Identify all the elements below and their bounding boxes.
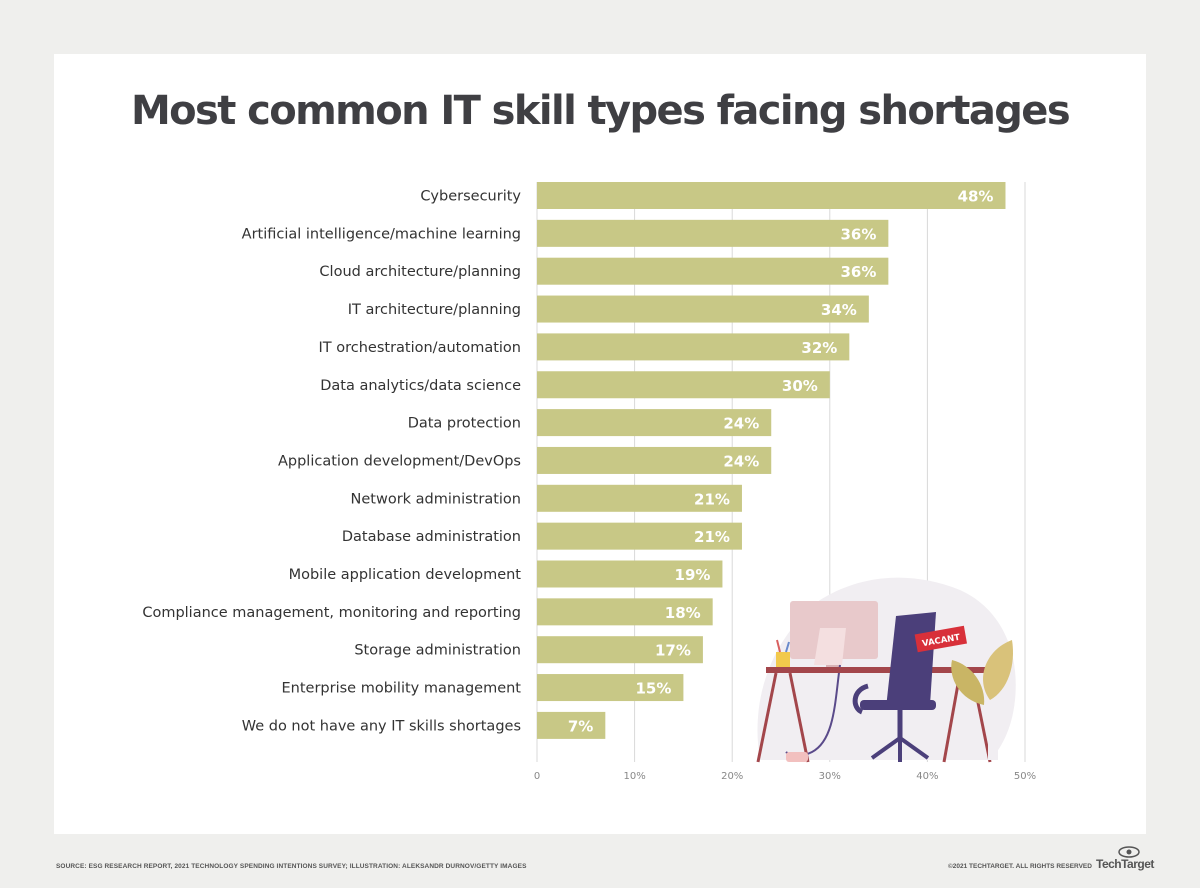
category-label: IT orchestration/automation bbox=[318, 340, 521, 356]
category-label: Application development/DevOps bbox=[278, 453, 521, 469]
bar bbox=[537, 182, 1006, 209]
laptop-icon bbox=[814, 628, 846, 665]
bars bbox=[537, 182, 1006, 739]
value-label: 17% bbox=[655, 642, 691, 660]
x-tick-label: 10% bbox=[623, 771, 645, 782]
category-label: Enterprise mobility management bbox=[282, 681, 522, 697]
copyright-note: ©2021 TECHTARGET. ALL RIGHTS RESERVED bbox=[948, 863, 1092, 870]
category-label: Compliance management, monitoring and re… bbox=[142, 605, 521, 621]
bar bbox=[537, 257, 889, 285]
bar bbox=[537, 711, 606, 739]
category-label: Artificial intelligence/machine learning bbox=[242, 226, 521, 242]
value-label: 30% bbox=[782, 377, 818, 395]
category-label: We do not have any IT skills shortages bbox=[242, 718, 521, 734]
wastebasket-icon bbox=[786, 752, 808, 762]
value-label: 18% bbox=[665, 604, 701, 622]
value-label: 21% bbox=[694, 528, 730, 546]
category-labels: Cybersecurity Artificial intelligence/mac… bbox=[142, 189, 521, 735]
bar bbox=[537, 333, 850, 361]
source-note: SOURCE: ESG RESEARCH REPORT, 2021 TECHNO… bbox=[56, 863, 527, 870]
category-label: Data protection bbox=[408, 416, 521, 432]
bar bbox=[537, 446, 772, 474]
bar bbox=[537, 674, 684, 702]
value-label: 36% bbox=[840, 263, 876, 281]
category-label: Cloud architecture/planning bbox=[319, 264, 521, 280]
techtarget-logo: TechTarget bbox=[1096, 857, 1154, 871]
bar bbox=[537, 522, 742, 550]
value-label: 48% bbox=[958, 188, 994, 206]
category-label: Cybersecurity bbox=[420, 189, 521, 205]
bar bbox=[537, 371, 830, 399]
value-label: 7% bbox=[568, 717, 593, 735]
x-axis-tick-labels: 0 10% 20% 30% 40% 50% bbox=[534, 771, 1036, 782]
bar bbox=[537, 636, 703, 664]
value-label: 36% bbox=[840, 225, 876, 243]
vacant-sign: VACANT bbox=[914, 625, 968, 653]
bar bbox=[537, 560, 723, 588]
chart-title: Most common IT skill types facing shorta… bbox=[130, 88, 1071, 134]
x-tick-label: 40% bbox=[916, 771, 938, 782]
bar bbox=[537, 409, 772, 437]
bar bbox=[537, 219, 889, 247]
x-tick-label: 0 bbox=[534, 771, 540, 782]
category-label: Data analytics/data science bbox=[320, 378, 521, 394]
category-label: Database administration bbox=[342, 529, 521, 545]
pencil-cup-icon bbox=[776, 652, 790, 668]
value-label: 24% bbox=[723, 415, 759, 433]
plant-icon bbox=[983, 640, 1014, 700]
category-label: Network administration bbox=[351, 491, 521, 507]
techtarget-eye-icon bbox=[1118, 846, 1140, 858]
category-label: Mobile application development bbox=[289, 567, 522, 583]
value-labels: 48% 36% 36% 34% 32% 30% 24% 24% 21% 21% 19% 18% 17% 1… bbox=[568, 188, 994, 736]
vacant-desk-illustration: VACANT bbox=[756, 577, 1016, 763]
value-label: 32% bbox=[801, 339, 837, 357]
value-label: 21% bbox=[694, 490, 730, 508]
bar bbox=[537, 295, 869, 323]
value-label: 34% bbox=[821, 301, 857, 319]
bar bbox=[537, 484, 742, 512]
x-tick-label: 20% bbox=[721, 771, 743, 782]
x-tick-label: 30% bbox=[819, 771, 841, 782]
category-label: Storage administration bbox=[354, 643, 521, 659]
bar bbox=[537, 598, 713, 626]
value-label: 24% bbox=[723, 452, 759, 470]
x-tick-label: 50% bbox=[1014, 771, 1036, 782]
category-label: IT architecture/planning bbox=[348, 302, 521, 318]
desk-top-icon bbox=[766, 667, 986, 673]
value-label: 15% bbox=[635, 680, 671, 698]
value-label: 19% bbox=[675, 566, 711, 584]
